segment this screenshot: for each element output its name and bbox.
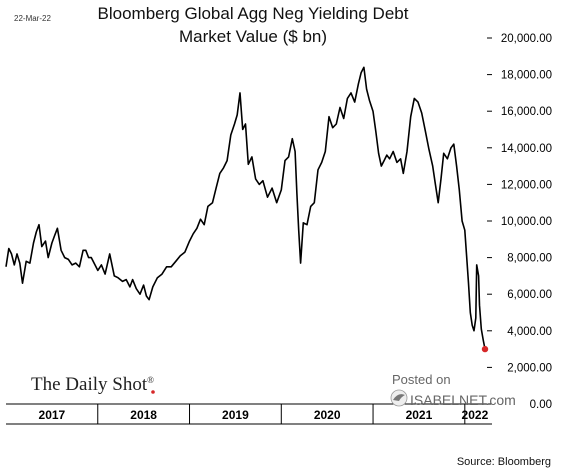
y-tick-label: 16,000.00 bbox=[501, 106, 552, 118]
last-point-marker bbox=[481, 345, 489, 353]
year-boundary-ticks bbox=[97, 404, 466, 424]
registered-mark: ® bbox=[147, 375, 154, 385]
isabelnet-bird-icon bbox=[390, 389, 408, 407]
y-tick-label: 6,000.00 bbox=[507, 289, 552, 301]
y-tick-label: 12,000.00 bbox=[501, 179, 552, 191]
chart-title-line-2: Market Value ($ bn) bbox=[179, 27, 327, 46]
isabelnet-watermark: Posted on ISABELNET.com bbox=[390, 372, 516, 408]
y-tick-label: 4,000.00 bbox=[507, 326, 552, 338]
source-text: Source: Bloomberg bbox=[457, 456, 551, 468]
x-tick-label: 2020 bbox=[314, 408, 341, 422]
x-tick-label: 2019 bbox=[222, 408, 249, 422]
y-tick-label: 0.00 bbox=[530, 399, 552, 411]
y-tick-label: 2,000.00 bbox=[507, 362, 552, 374]
y-tick-label: 14,000.00 bbox=[501, 143, 552, 155]
daily-shot-dot bbox=[151, 390, 155, 394]
y-axis-ticks: 0.00 2,000.00 4,000.00 6,000.00 8,000.00 10,0… bbox=[487, 33, 552, 411]
y-tick-label: 20,000.00 bbox=[501, 33, 552, 45]
y-tick-label: 18,000.00 bbox=[501, 70, 552, 82]
x-tick-label: 2022 bbox=[462, 408, 489, 422]
series-line bbox=[5, 66, 486, 350]
daily-shot-logo: The Daily Shot® bbox=[31, 374, 155, 395]
x-axis-year-labels: 2017 2018 2019 2020 2021 2022 bbox=[39, 408, 489, 422]
posted-on-text: Posted on bbox=[392, 372, 451, 387]
x-tick-label: 2018 bbox=[130, 408, 157, 422]
daily-shot-text: The Daily Shot® bbox=[31, 374, 154, 395]
y-tick-label: 8,000.00 bbox=[507, 253, 552, 265]
date-stamp: 22-Mar-22 bbox=[14, 14, 51, 23]
isabelnet-text: ISABELNET.com bbox=[410, 392, 516, 408]
y-tick-label: 10,000.00 bbox=[501, 216, 552, 228]
chart-title-line-1: Bloomberg Global Agg Neg Yielding Debt bbox=[98, 4, 409, 23]
x-tick-label: 2021 bbox=[406, 408, 433, 422]
x-tick-label: 2017 bbox=[39, 408, 66, 422]
